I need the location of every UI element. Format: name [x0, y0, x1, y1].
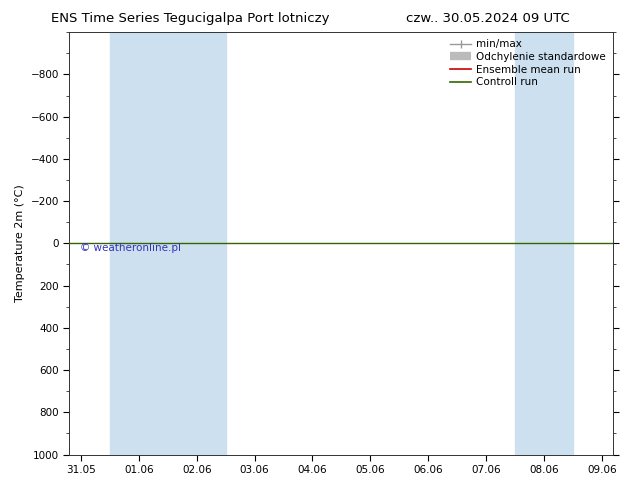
Y-axis label: Temperature 2m (°C): Temperature 2m (°C)	[15, 185, 25, 302]
Text: © weatheronline.pl: © weatheronline.pl	[81, 243, 181, 252]
Text: ENS Time Series Tegucigalpa Port lotniczy: ENS Time Series Tegucigalpa Port lotnicz…	[51, 12, 330, 25]
Bar	[110, 32, 226, 455]
Text: czw.. 30.05.2024 09 UTC: czw.. 30.05.2024 09 UTC	[406, 12, 570, 25]
Legend: min/max, Odchylenie standardowe, Ensemble mean run, Controll run: min/max, Odchylenie standardowe, Ensembl…	[448, 37, 608, 89]
Bar	[515, 32, 573, 455]
